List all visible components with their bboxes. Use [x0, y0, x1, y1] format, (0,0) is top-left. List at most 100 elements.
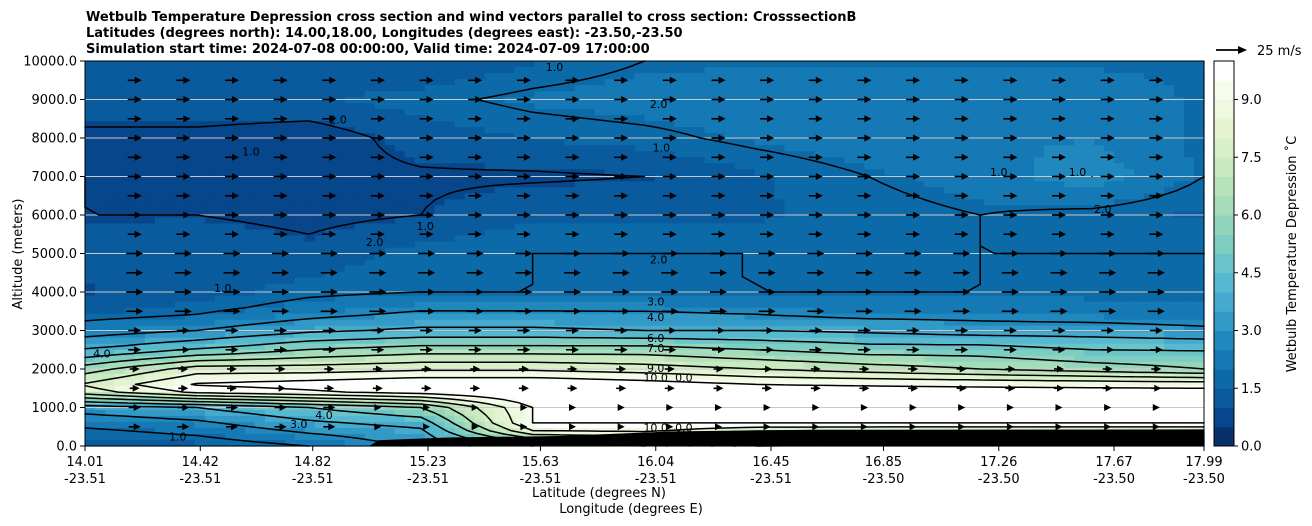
field-cell — [824, 67, 835, 74]
field-cell — [384, 307, 396, 315]
field-cell — [844, 283, 855, 291]
field-cell — [194, 175, 206, 182]
field-cell — [1084, 175, 1095, 182]
field-cell — [784, 181, 795, 188]
field-cell — [944, 223, 955, 231]
field-cell — [1174, 163, 1185, 170]
field-cell — [424, 301, 436, 309]
field-cell — [724, 289, 736, 297]
field-cell — [284, 103, 296, 110]
field-cell — [394, 319, 406, 327]
field-cell — [334, 175, 346, 182]
field-cell — [764, 259, 775, 267]
field-cell — [364, 235, 376, 243]
field-cell — [734, 271, 746, 279]
field-cell — [554, 127, 566, 134]
field-cell — [904, 163, 915, 170]
field-cell — [434, 241, 446, 249]
field-cell — [934, 313, 945, 321]
field-cell — [864, 205, 875, 212]
field-cell — [484, 325, 496, 333]
field-cell — [624, 313, 636, 321]
field-cell — [864, 169, 875, 176]
field-cell — [954, 97, 965, 104]
field-cell — [634, 133, 646, 140]
field-cell — [524, 271, 536, 279]
field-cell — [1014, 259, 1025, 267]
field-cell — [294, 301, 306, 309]
field-cell — [974, 187, 985, 194]
field-cell — [554, 187, 566, 194]
field-cell — [624, 283, 636, 291]
field-cell — [1094, 217, 1105, 225]
field-cell — [1184, 319, 1195, 327]
field-cell — [1114, 187, 1125, 194]
field-cell — [154, 319, 166, 327]
field-cell — [844, 73, 855, 80]
field-cell — [964, 241, 975, 249]
field-cell — [734, 127, 746, 134]
field-cell — [234, 187, 246, 194]
field-cell — [174, 181, 186, 188]
field-cell — [484, 289, 496, 297]
field-cell — [204, 307, 216, 315]
field-cell — [874, 157, 885, 164]
field-cell — [1044, 241, 1055, 249]
field-cell — [784, 199, 795, 206]
field-cell — [754, 61, 765, 68]
field-cell — [244, 295, 256, 303]
field-cell — [1174, 307, 1185, 315]
field-cell — [964, 157, 975, 164]
field-cell — [324, 127, 336, 134]
field-cell — [964, 187, 975, 194]
field-cell — [574, 163, 586, 170]
field-cell — [614, 229, 626, 237]
field-cell — [464, 241, 476, 249]
field-cell — [1194, 145, 1205, 152]
field-cell — [914, 295, 925, 303]
field-cell — [184, 271, 196, 279]
field-cell — [1034, 229, 1045, 237]
field-cell — [894, 301, 905, 309]
field-cell — [174, 289, 186, 297]
field-cell — [164, 139, 176, 146]
field-cell — [1034, 217, 1045, 225]
field-cell — [1164, 79, 1175, 86]
field-cell — [934, 247, 945, 255]
field-cell — [504, 241, 516, 249]
field-cell — [574, 313, 586, 321]
field-cell — [684, 163, 696, 170]
field-cell — [424, 151, 436, 158]
field-cell — [304, 217, 316, 225]
field-cell — [1044, 133, 1055, 140]
field-cell — [514, 271, 526, 279]
field-cell — [214, 199, 226, 206]
field-cell — [704, 181, 716, 188]
field-cell — [104, 91, 116, 98]
field-cell — [1004, 223, 1015, 231]
field-cell — [304, 277, 316, 285]
field-cell — [1134, 109, 1145, 116]
field-cell — [884, 319, 895, 327]
field-cell — [914, 73, 925, 80]
field-cell — [1074, 229, 1085, 237]
field-cell — [974, 313, 985, 321]
field-cell — [724, 127, 736, 134]
field-cell — [104, 241, 116, 249]
field-cell — [964, 307, 975, 315]
field-cell — [284, 199, 296, 206]
field-cell — [944, 85, 955, 92]
field-cell — [884, 217, 895, 225]
field-cell — [1094, 139, 1105, 146]
field-cell — [784, 175, 795, 182]
field-cell — [1144, 271, 1155, 279]
field-cell — [604, 283, 616, 291]
field-cell — [774, 193, 785, 200]
field-cell — [754, 241, 765, 249]
field-cell — [874, 259, 885, 267]
field-cell — [1064, 271, 1075, 279]
field-cell — [1154, 205, 1165, 212]
field-cell — [1004, 295, 1015, 303]
field-cell — [514, 133, 526, 140]
field-cell — [744, 67, 755, 74]
